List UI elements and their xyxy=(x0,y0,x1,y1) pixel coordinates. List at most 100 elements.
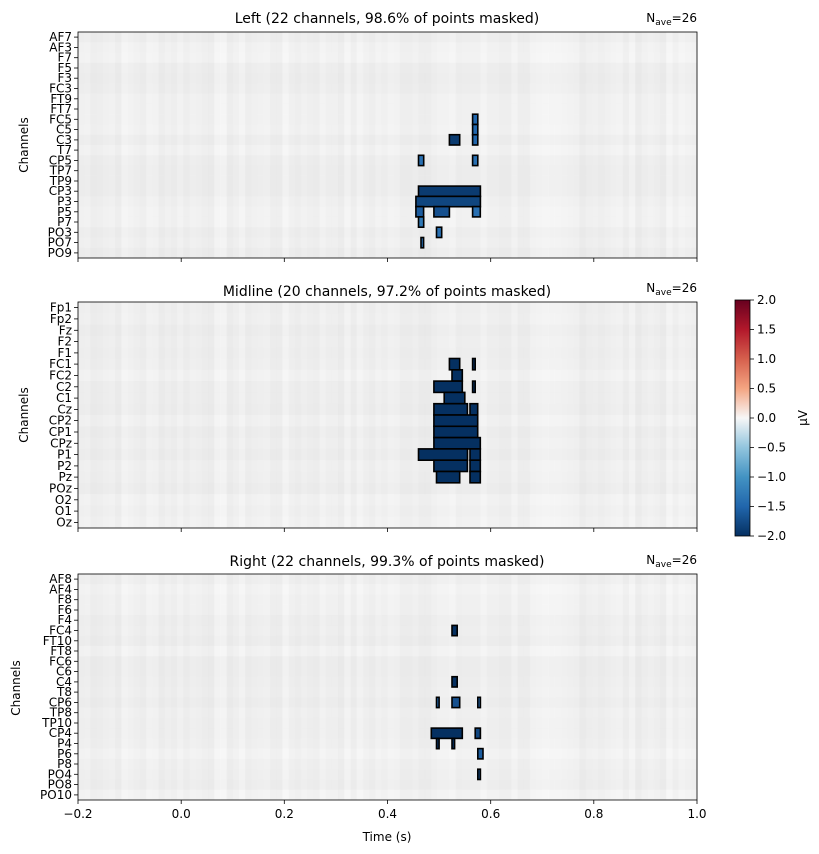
background-band xyxy=(610,574,618,800)
background-band xyxy=(672,32,679,258)
background-band xyxy=(406,32,413,258)
channel-row xyxy=(78,505,697,517)
channel-label: FC5 xyxy=(49,112,72,126)
background-band xyxy=(109,302,116,528)
channel-label: F1 xyxy=(57,346,72,360)
colorbar-tick-label: −1.5 xyxy=(757,500,786,514)
background-band xyxy=(251,32,259,258)
significant-cluster xyxy=(451,696,461,709)
background-band xyxy=(170,32,178,258)
background-band xyxy=(226,32,234,258)
channel-row xyxy=(78,656,697,667)
background-band xyxy=(189,32,197,258)
background-band xyxy=(641,302,649,528)
background-band xyxy=(96,32,104,258)
background-band xyxy=(585,302,593,528)
channel-label: CP1 xyxy=(49,425,72,439)
background-band xyxy=(263,574,271,800)
background-band xyxy=(492,302,500,528)
xtick-label: 0.6 xyxy=(481,807,500,821)
background-band xyxy=(300,32,308,258)
channel-row xyxy=(78,165,697,176)
background-band xyxy=(486,302,494,528)
significant-cluster xyxy=(469,402,479,416)
panel-right: AF8AF4F8F6F4FC4FT10FT8FC6C6C4T8CP6TP8TP1… xyxy=(9,553,707,844)
background-band xyxy=(659,302,667,528)
background-band xyxy=(567,574,574,800)
channel-row xyxy=(78,697,697,708)
background-band xyxy=(622,32,630,258)
background-band xyxy=(78,32,85,258)
channel-row xyxy=(78,574,697,585)
panel-left-ylabel: Channels xyxy=(17,117,31,173)
channel-row xyxy=(78,175,697,187)
channel-row xyxy=(78,381,697,393)
background-band xyxy=(647,574,655,800)
background-band xyxy=(115,302,122,528)
background-band xyxy=(139,574,147,800)
background-band xyxy=(362,302,370,528)
channel-row xyxy=(78,645,697,657)
background-band xyxy=(356,302,364,528)
channel-label: PO7 xyxy=(48,236,72,250)
background-band xyxy=(139,302,147,528)
background-band xyxy=(269,302,277,528)
background-band xyxy=(263,32,271,258)
background-band xyxy=(461,574,469,800)
channel-row xyxy=(78,437,697,449)
channel-label: AF4 xyxy=(49,582,72,596)
background-band xyxy=(461,32,469,258)
channel-label: C2 xyxy=(56,380,72,394)
background-band xyxy=(628,574,636,800)
significant-cluster xyxy=(471,205,482,218)
background-band xyxy=(226,302,234,528)
background-band xyxy=(560,574,568,800)
channel-label: O2 xyxy=(55,493,72,507)
channel-label: P2 xyxy=(57,459,72,473)
background-band xyxy=(102,302,110,528)
background-band xyxy=(214,574,221,800)
channel-label: CPz xyxy=(50,436,72,450)
colorbar-label: µV xyxy=(796,409,810,426)
colorbar-ticks: 2.0 1.5 1.0 0.5 0.0 −0.5 −1.0 −1.5 −2.0 xyxy=(750,293,786,543)
colorbar-tick-label: 1.5 xyxy=(757,323,776,337)
background-band xyxy=(214,302,221,528)
background-band xyxy=(399,32,407,258)
channel-label: Fz xyxy=(59,323,72,337)
background-band xyxy=(678,574,686,800)
background-band xyxy=(523,302,531,528)
background-band xyxy=(96,302,104,528)
background-band xyxy=(90,574,98,800)
background-band xyxy=(690,302,698,528)
background-band xyxy=(492,32,500,258)
panel-midline: Fp1Fp2FzF2F1FC1FC2C2C1CzCP2CP1CPzP1P2PzP… xyxy=(17,281,698,532)
significant-cluster xyxy=(435,226,443,239)
background-band xyxy=(628,302,636,528)
significant-cluster xyxy=(417,185,482,198)
channel-row xyxy=(78,738,697,749)
xtick-label: −0.2 xyxy=(63,807,92,821)
background-band xyxy=(424,302,432,528)
channel-label: CP6 xyxy=(49,695,72,709)
background-band xyxy=(585,32,593,258)
background-band xyxy=(666,302,673,528)
background-band xyxy=(139,32,147,258)
channel-label: Cz xyxy=(57,402,72,416)
channel-label: P8 xyxy=(57,757,72,771)
channel-row xyxy=(78,42,697,53)
background-band xyxy=(208,32,215,258)
channel-label: C4 xyxy=(56,675,72,689)
background-band xyxy=(548,32,556,258)
colorbar: 2.0 1.5 1.0 0.5 0.0 −0.5 −1.0 −1.5 −2.0 µV xyxy=(734,293,810,543)
background-band xyxy=(121,302,129,528)
colorbar-gradient xyxy=(734,299,751,537)
background-band xyxy=(616,302,624,528)
background-band xyxy=(331,574,339,800)
significant-cluster xyxy=(433,459,469,473)
background-band xyxy=(505,302,512,528)
background-band xyxy=(585,574,593,800)
channel-row xyxy=(78,62,697,74)
background-band xyxy=(115,574,122,800)
channel-label: T7 xyxy=(56,143,72,157)
channel-label: FC1 xyxy=(49,357,72,371)
